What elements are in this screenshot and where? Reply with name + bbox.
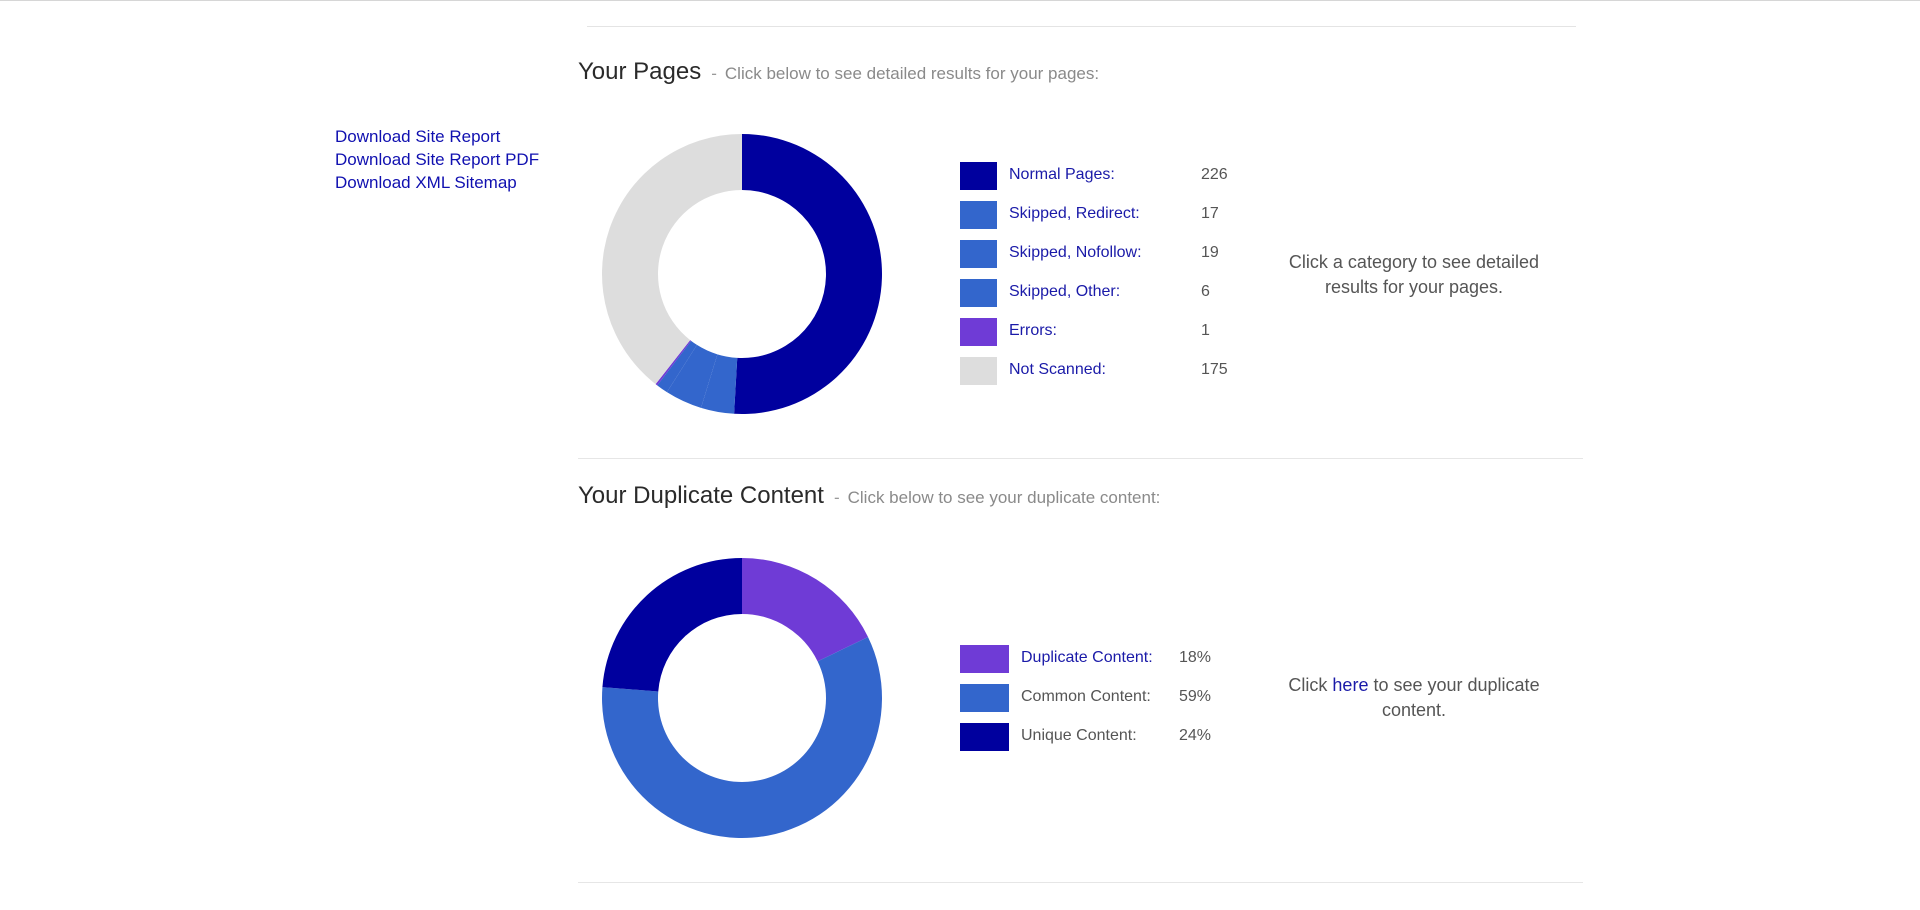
legend-value: 1 bbox=[1201, 322, 1210, 339]
legend-label[interactable]: Skipped, Nofollow: bbox=[1009, 244, 1142, 261]
donut-slice-skipped-other[interactable] bbox=[657, 340, 697, 393]
duplicate-side-note: Click here to see your duplicate content… bbox=[1264, 673, 1564, 723]
legend-swatch[interactable] bbox=[960, 645, 1009, 673]
duplicate-section-header: Your Duplicate Content - Click below to se… bbox=[578, 482, 1160, 510]
header-divider bbox=[587, 26, 1576, 27]
legend-label[interactable]: Normal Pages: bbox=[1009, 166, 1115, 183]
download-links: Download Site Report Download Site Repor… bbox=[335, 125, 539, 194]
donut-slice-common-content[interactable] bbox=[602, 636, 882, 838]
donut-slice-not-scanned[interactable] bbox=[602, 134, 742, 385]
legend-label[interactable]: Not Scanned: bbox=[1009, 361, 1106, 378]
pages-side-note: Click a category to see detailed results… bbox=[1288, 252, 1540, 297]
legend-swatch[interactable] bbox=[960, 723, 1009, 751]
donut-slice-duplicate-content[interactable] bbox=[742, 558, 869, 662]
legend-label[interactable]: Errors: bbox=[1009, 322, 1057, 339]
legend-label[interactable]: Duplicate Content: bbox=[1021, 649, 1153, 666]
legend-value: 24% bbox=[1179, 727, 1212, 744]
legend-value: 17 bbox=[1201, 205, 1219, 222]
legend-row-not-scanned[interactable]: Not Scanned: 175 bbox=[960, 357, 1260, 387]
legend-row-errors[interactable]: Errors: 1 bbox=[960, 318, 1260, 348]
pages-section-header: Your Pages - Click below to see detailed r… bbox=[578, 58, 1099, 86]
legend-value: 175 bbox=[1201, 361, 1228, 378]
legend-value: 19 bbox=[1201, 244, 1219, 261]
legend-label: Unique Content: bbox=[1021, 727, 1137, 744]
donut-slice-skipped-redirect[interactable] bbox=[701, 354, 738, 414]
donut-slice-errors[interactable] bbox=[655, 340, 692, 386]
download-site-report-pdf-link[interactable]: Download Site Report PDF bbox=[335, 150, 540, 169]
legend-row-skipped-nofollow[interactable]: Skipped, Nofollow: 19 bbox=[960, 240, 1260, 270]
legend-row-unique-content[interactable]: Unique Content: 24% bbox=[960, 723, 1260, 753]
legend-swatch[interactable] bbox=[960, 357, 997, 385]
top-rule bbox=[0, 0, 1920, 1]
legend-value: 226 bbox=[1201, 166, 1228, 183]
duplicate-note-after: to see your duplicate content. bbox=[1373, 675, 1540, 720]
section-divider-bottom bbox=[578, 882, 1583, 883]
legend-value: 6 bbox=[1201, 283, 1210, 300]
duplicate-donut-chart bbox=[602, 558, 882, 838]
donut-slice-normal-pages[interactable] bbox=[734, 134, 882, 414]
legend-row-normal-pages[interactable]: Normal Pages: 226 bbox=[960, 162, 1260, 192]
legend-row-skipped-other[interactable]: Skipped, Other: 6 bbox=[960, 279, 1260, 309]
legend-value: 59% bbox=[1179, 688, 1212, 705]
donut-slice-skipped-nofollow[interactable] bbox=[666, 344, 718, 408]
legend-swatch[interactable] bbox=[960, 201, 997, 229]
legend-swatch[interactable] bbox=[960, 318, 997, 346]
download-xml-sitemap-link[interactable]: Download XML Sitemap bbox=[335, 173, 517, 192]
legend-swatch[interactable] bbox=[960, 162, 997, 190]
pages-section-title: Your Pages bbox=[578, 58, 702, 85]
legend-row-common-content[interactable]: Common Content: 59% bbox=[960, 684, 1260, 714]
section-divider bbox=[578, 458, 1583, 459]
pages-donut-chart bbox=[602, 134, 882, 414]
pages-section-subtitle: Click below to see detailed results for … bbox=[724, 64, 1100, 83]
legend-label: Common Content: bbox=[1021, 688, 1151, 705]
download-site-report-link[interactable]: Download Site Report bbox=[335, 127, 501, 146]
title-separator: - bbox=[833, 488, 840, 507]
legend-swatch[interactable] bbox=[960, 684, 1009, 712]
duplicate-note-before: Click bbox=[1288, 675, 1328, 695]
duplicate-content-here-link[interactable]: here bbox=[1332, 675, 1369, 695]
legend-swatch[interactable] bbox=[960, 240, 997, 268]
legend-label[interactable]: Skipped, Redirect: bbox=[1009, 205, 1140, 222]
legend-row-duplicate-content[interactable]: Duplicate Content: 18% bbox=[960, 645, 1260, 675]
duplicate-section-title: Your Duplicate Content bbox=[578, 482, 824, 509]
legend-row-skipped-redirect[interactable]: Skipped, Redirect: 17 bbox=[960, 201, 1260, 231]
donut-slice-unique-content[interactable] bbox=[602, 558, 742, 692]
title-separator: - bbox=[711, 64, 717, 83]
legend-label[interactable]: Skipped, Other: bbox=[1009, 283, 1121, 300]
legend-value: 18% bbox=[1179, 649, 1212, 666]
duplicate-section-subtitle: Click below to see your duplicate conten… bbox=[847, 488, 1161, 507]
legend-swatch[interactable] bbox=[960, 279, 997, 307]
